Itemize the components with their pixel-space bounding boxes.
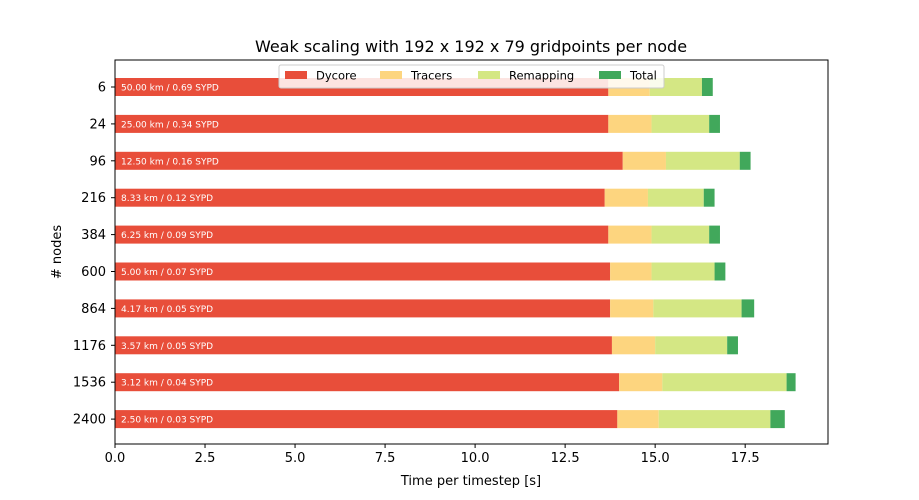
y-tick-label: 6 bbox=[98, 81, 106, 96]
bar-remapping-864 bbox=[653, 299, 742, 318]
chart-title: Weak scaling with 192 x 192 x 79 gridpoi… bbox=[255, 37, 687, 56]
bar-dycore-216 bbox=[115, 188, 605, 207]
x-ticks: 0.0 2.5 5.0 7.5 10.0 12.5 15.0 17.5 bbox=[105, 444, 760, 466]
x-tick-label: 2.5 bbox=[195, 451, 216, 466]
y-tick-label: 1176 bbox=[73, 339, 106, 354]
bar-annotation: 2.50 km / 0.03 SYPD bbox=[121, 416, 213, 426]
bar-total-600 bbox=[714, 262, 726, 281]
bar-tracers-864 bbox=[610, 299, 654, 318]
bar-remapping-24 bbox=[651, 114, 710, 133]
legend-swatch-remapping bbox=[478, 71, 500, 79]
x-tick-label: 10.0 bbox=[461, 451, 490, 466]
bar-total-1176 bbox=[727, 336, 738, 355]
y-tick-label: 864 bbox=[81, 302, 106, 317]
bar-tracers-384 bbox=[608, 225, 652, 244]
bar-tracers-2400 bbox=[617, 410, 659, 429]
bar-remapping-1536 bbox=[662, 373, 787, 392]
bar-annotation: 4.17 km / 0.05 SYPD bbox=[121, 305, 213, 315]
bar-total-1536 bbox=[786, 373, 796, 392]
bar-annotation: 12.50 km / 0.16 SYPD bbox=[121, 157, 219, 167]
legend-swatch-dycore bbox=[285, 71, 307, 79]
bar-remapping-600 bbox=[651, 262, 715, 281]
bar-total-6 bbox=[701, 78, 713, 96]
bar-annotation: 50.00 km / 0.69 SYPD bbox=[121, 84, 219, 94]
bar-total-216 bbox=[703, 188, 715, 207]
legend-label-remapping: Remapping bbox=[509, 69, 574, 83]
bar-annotation: 5.00 km / 0.07 SYPD bbox=[121, 268, 213, 278]
x-tick-label: 17.5 bbox=[731, 451, 760, 466]
legend-swatch-tracers bbox=[380, 71, 402, 79]
y-ticks: 6 24 96 216 384 600 864 1176 1536 2400 bbox=[73, 81, 115, 428]
y-tick-label: 96 bbox=[89, 154, 106, 169]
bar-annotation: 3.57 km / 0.05 SYPD bbox=[121, 342, 213, 352]
x-tick-label: 15.0 bbox=[641, 451, 670, 466]
bar-remapping-2400 bbox=[658, 410, 771, 429]
legend-frame bbox=[278, 64, 665, 89]
bar-dycore-1536 bbox=[115, 373, 620, 392]
bar-total-384 bbox=[709, 225, 720, 244]
y-tick-label: 2400 bbox=[73, 413, 106, 428]
bar-tracers-600 bbox=[610, 262, 652, 281]
bar-annotation: 8.33 km / 0.12 SYPD bbox=[121, 194, 213, 204]
x-tick-label: 7.5 bbox=[375, 451, 396, 466]
legend-label-total: Total bbox=[629, 69, 657, 83]
bar-dycore-1176 bbox=[115, 336, 612, 355]
plot-frame bbox=[114, 59, 829, 445]
bar-tracers-24 bbox=[608, 114, 652, 133]
x-tick-label: 0.0 bbox=[105, 451, 126, 466]
legend-label-tracers: Tracers bbox=[410, 69, 452, 83]
legend-label-dycore: Dycore bbox=[316, 69, 357, 83]
bar-dycore-96 bbox=[115, 151, 623, 170]
legend: Dycore Tracers Remapping Total bbox=[278, 64, 665, 89]
bar-remapping-96 bbox=[665, 151, 740, 170]
bar-dycore-864 bbox=[115, 299, 611, 318]
bar-tracers-96 bbox=[622, 151, 666, 170]
bar-total-96 bbox=[739, 151, 751, 170]
x-axis-label: Time per timestep [s] bbox=[400, 474, 541, 489]
bar-annotation: 6.25 km / 0.09 SYPD bbox=[121, 231, 213, 241]
bar-tracers-1176 bbox=[611, 336, 656, 355]
bar-total-864 bbox=[741, 299, 755, 318]
bar-dycore-600 bbox=[115, 262, 611, 281]
bar-remapping-384 bbox=[651, 225, 710, 244]
legend-swatch-total bbox=[599, 71, 621, 79]
bar-total-2400 bbox=[770, 410, 785, 429]
x-tick-label: 5.0 bbox=[285, 451, 306, 466]
bar-dycore-2400 bbox=[115, 410, 618, 429]
y-axis-label: # nodes bbox=[50, 225, 65, 279]
y-tick-label: 1536 bbox=[73, 376, 106, 391]
y-tick-label: 24 bbox=[89, 117, 106, 132]
bar-dycore-24 bbox=[115, 114, 609, 133]
bar-remapping-216 bbox=[647, 188, 704, 207]
bar-tracers-1536 bbox=[619, 373, 663, 392]
x-tick-label: 12.5 bbox=[551, 451, 580, 466]
bar-dycore-384 bbox=[115, 225, 609, 244]
bar-remapping-1176 bbox=[655, 336, 728, 355]
bar-annotation: 25.00 km / 0.34 SYPD bbox=[121, 120, 219, 130]
y-tick-label: 600 bbox=[81, 265, 106, 280]
bar-annotation: 3.12 km / 0.04 SYPD bbox=[121, 379, 213, 389]
bar-tracers-216 bbox=[604, 188, 648, 207]
y-tick-label: 216 bbox=[81, 191, 106, 206]
y-tick-label: 384 bbox=[81, 228, 106, 243]
bar-total-24 bbox=[709, 114, 720, 133]
bars-layer: 50.00 km / 0.69 SYPD 25.00 km / 0.34 SYPD… bbox=[115, 78, 796, 429]
